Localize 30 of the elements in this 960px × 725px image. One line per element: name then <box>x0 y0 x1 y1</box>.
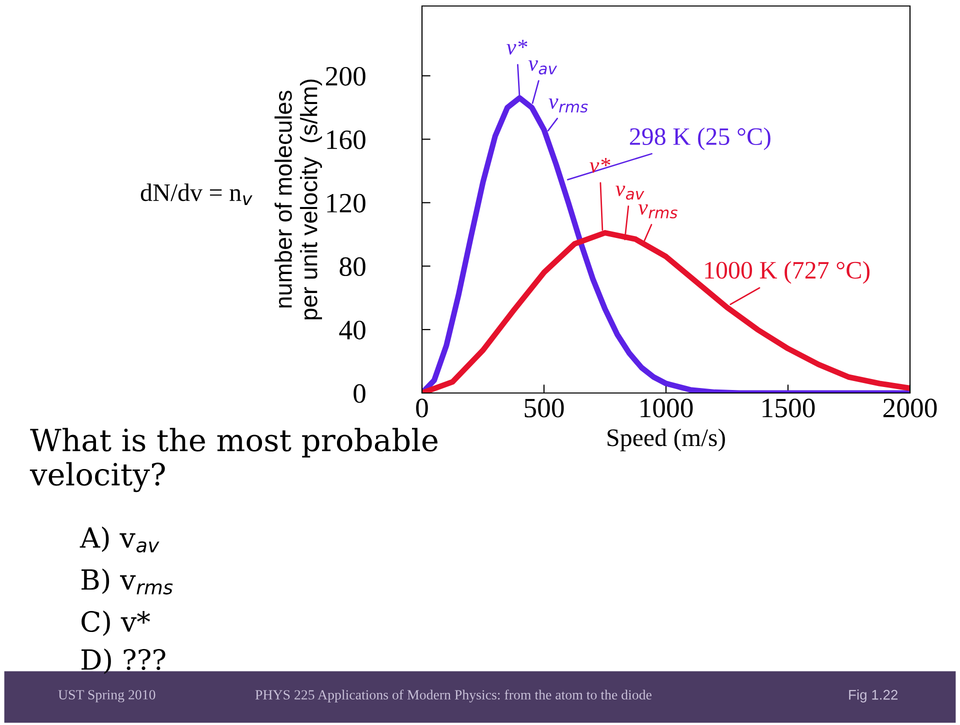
annotation: v* <box>506 40 528 55</box>
y-tick-label: 80 <box>340 257 366 276</box>
text: D) ??? <box>82 648 166 674</box>
caption: Fig 1.22 <box>849 690 898 702</box>
y-tick-label: 160 <box>327 130 366 150</box>
annotation: 298 K (25 °C) <box>630 127 770 150</box>
annotation: v* <box>590 158 610 173</box>
x-axis-title: Speed (m/s) <box>608 428 725 452</box>
x-tick-label: 0 <box>416 398 428 418</box>
y-tick-label: 40 <box>339 320 366 340</box>
y-tick-label: 200 <box>326 66 366 86</box>
annotation: v$_{rms}$ <box>548 98 588 113</box>
y-axis-title: number of molecules per unit velocity (s/km) <box>274 80 322 320</box>
y-tick-label: 0 <box>354 384 366 403</box>
annotation: v$_{av}$ <box>616 186 644 200</box>
x-tick-label: 500 <box>524 398 564 418</box>
text: C) v* <box>82 610 150 636</box>
annotation: v$_{rms}$ <box>638 204 678 218</box>
text: A) v$_{av}$ <box>80 526 160 552</box>
x-tick-label: 1500 <box>762 398 815 418</box>
x-tick-label: 1000 <box>640 398 693 418</box>
text: PHYS 225 Applications of Modern Physics: from the atom to the diode <box>255 690 652 702</box>
annotation: 1000 K (727 °C) <box>705 261 870 284</box>
y-tick-label: 120 <box>327 194 366 213</box>
text: What is the most probable velocity? <box>30 428 438 492</box>
annotation: v$_{av}$ <box>528 60 558 74</box>
text: dN/dv = n$_{v}$ <box>140 184 252 205</box>
text: UST Spring 2010 <box>58 690 156 702</box>
text: B) v$_{rms}$ <box>82 568 173 594</box>
x-tick-label: 2000 <box>883 398 937 418</box>
